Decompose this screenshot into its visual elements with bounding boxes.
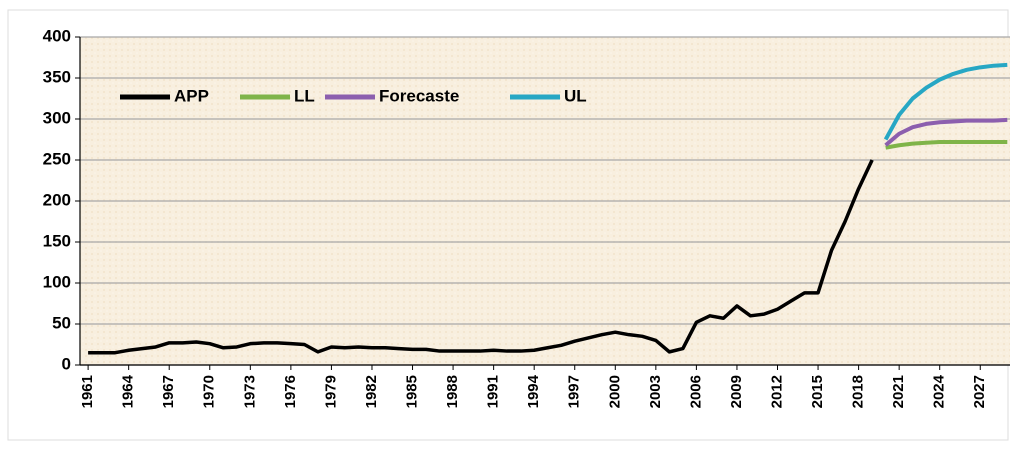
x-tick-label: 1988 bbox=[444, 375, 461, 408]
x-tick-label: 2003 bbox=[647, 375, 664, 408]
x-tick-label: 2018 bbox=[850, 375, 867, 408]
x-tick-label: 1976 bbox=[282, 375, 299, 408]
x-tick-label: 1991 bbox=[485, 375, 502, 408]
x-tick-label: 1997 bbox=[566, 375, 583, 408]
x-tick-label: 2027 bbox=[971, 375, 988, 408]
y-tick-label: 250 bbox=[43, 149, 71, 168]
x-tick-label: 2000 bbox=[606, 375, 623, 408]
x-tick-label: 1967 bbox=[160, 375, 177, 408]
series-line bbox=[883, 62, 1008, 141]
x-tick-label: 1964 bbox=[120, 374, 137, 408]
y-tick-label: 350 bbox=[43, 67, 71, 86]
x-tick-label: 1961 bbox=[79, 375, 96, 408]
y-tick-label: 400 bbox=[43, 26, 71, 45]
series-line bbox=[884, 117, 1008, 147]
y-tick-label: 100 bbox=[43, 272, 71, 291]
x-tick-label: 1979 bbox=[322, 375, 339, 408]
x-tick-label: 2015 bbox=[809, 375, 826, 408]
x-tick-label: 2006 bbox=[687, 375, 704, 408]
x-tick-label: 1970 bbox=[201, 375, 218, 408]
series-line bbox=[88, 159, 874, 355]
y-tick-label: 0 bbox=[62, 354, 71, 373]
x-tick-label: 2021 bbox=[890, 375, 907, 408]
legend-label: Forecaste bbox=[379, 86, 459, 105]
x-tick-label: 1985 bbox=[403, 375, 420, 408]
y-tick-label: 50 bbox=[52, 313, 71, 332]
x-tick-label: 1994 bbox=[525, 374, 542, 408]
x-tick-label: 2012 bbox=[768, 375, 785, 408]
y-tick-label: 300 bbox=[43, 108, 71, 127]
y-tick-label: 200 bbox=[43, 190, 71, 209]
legend-label: LL bbox=[294, 86, 315, 105]
y-tick-label: 150 bbox=[43, 231, 71, 250]
x-tick-label: 2024 bbox=[931, 374, 948, 408]
series-line bbox=[885, 139, 1008, 150]
legend-label: APP bbox=[174, 86, 209, 105]
x-tick-label: 2009 bbox=[728, 375, 745, 408]
legend-label: UL bbox=[564, 86, 587, 105]
x-tick-label: 1982 bbox=[363, 375, 380, 408]
x-tick-label: 1973 bbox=[241, 375, 258, 408]
